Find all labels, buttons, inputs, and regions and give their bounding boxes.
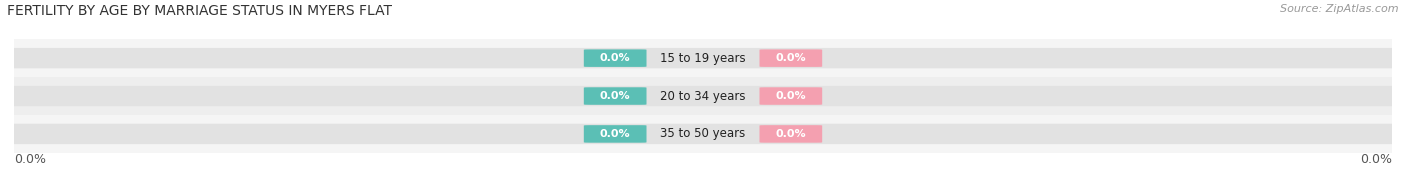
Text: 0.0%: 0.0%: [776, 91, 806, 101]
Text: 0.0%: 0.0%: [14, 153, 46, 166]
Text: 0.0%: 0.0%: [600, 129, 630, 139]
Bar: [14, 115, 1392, 153]
Bar: [14, 77, 1392, 115]
Text: 0.0%: 0.0%: [600, 91, 630, 101]
FancyBboxPatch shape: [759, 125, 823, 143]
Text: 20 to 34 years: 20 to 34 years: [661, 90, 745, 103]
FancyBboxPatch shape: [583, 125, 647, 143]
Text: Source: ZipAtlas.com: Source: ZipAtlas.com: [1281, 4, 1399, 14]
FancyBboxPatch shape: [4, 124, 1402, 144]
Text: 0.0%: 0.0%: [600, 53, 630, 63]
Bar: [14, 39, 1392, 77]
FancyBboxPatch shape: [4, 48, 1402, 68]
Text: 0.0%: 0.0%: [776, 53, 806, 63]
FancyBboxPatch shape: [759, 49, 823, 67]
Text: 0.0%: 0.0%: [776, 129, 806, 139]
FancyBboxPatch shape: [4, 86, 1402, 106]
Legend: Married, Unmarried: Married, Unmarried: [624, 195, 782, 196]
FancyBboxPatch shape: [583, 49, 647, 67]
Text: 0.0%: 0.0%: [1360, 153, 1392, 166]
FancyBboxPatch shape: [583, 87, 647, 105]
Text: 15 to 19 years: 15 to 19 years: [661, 52, 745, 65]
Text: 35 to 50 years: 35 to 50 years: [661, 127, 745, 140]
FancyBboxPatch shape: [759, 87, 823, 105]
Text: FERTILITY BY AGE BY MARRIAGE STATUS IN MYERS FLAT: FERTILITY BY AGE BY MARRIAGE STATUS IN M…: [7, 4, 392, 18]
